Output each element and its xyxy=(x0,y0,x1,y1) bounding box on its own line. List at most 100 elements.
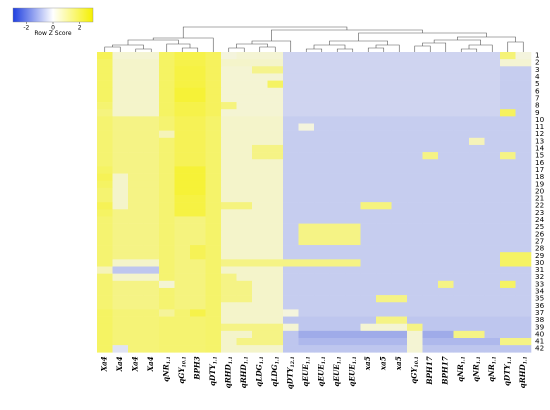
heatmap-cell xyxy=(143,137,160,146)
heatmap-cell xyxy=(329,66,346,74)
heatmap-cell xyxy=(422,152,439,160)
heatmap-cell xyxy=(453,94,470,103)
heatmap-cell xyxy=(376,245,392,253)
heatmap-cell xyxy=(221,287,237,296)
heatmap-cell xyxy=(469,180,485,189)
heatmap-cell xyxy=(143,187,160,196)
heatmap-cell xyxy=(314,130,330,139)
heatmap-cell xyxy=(345,173,361,181)
heatmap-cell xyxy=(112,309,129,317)
color-key-gradient-bar xyxy=(12,7,94,23)
heatmap-cell xyxy=(360,330,377,339)
heatmap-cell xyxy=(252,87,268,96)
heatmap-cell xyxy=(438,109,454,117)
heatmap-cell xyxy=(221,152,237,160)
heatmap-cell xyxy=(453,316,470,324)
heatmap-cell xyxy=(143,237,160,246)
heatmap-cell xyxy=(205,109,222,117)
heatmap-cell xyxy=(298,52,315,60)
heatmap-cell xyxy=(143,59,160,67)
heatmap-cell xyxy=(376,180,392,189)
heatmap-cell xyxy=(267,295,284,303)
heatmap-cell xyxy=(314,230,330,239)
heatmap-cell xyxy=(267,52,284,60)
heatmap-cell xyxy=(422,202,439,210)
heatmap-cell xyxy=(174,309,191,317)
heatmap-cell xyxy=(500,338,516,346)
heatmap-cell xyxy=(500,223,516,232)
heatmap-cell xyxy=(298,73,315,81)
heatmap-cell xyxy=(221,345,237,353)
heatmap-cell xyxy=(360,216,377,224)
heatmap-cell xyxy=(221,87,237,96)
heatmap-cell xyxy=(174,316,191,324)
heatmap-cell xyxy=(205,338,222,346)
heatmap-cell xyxy=(97,295,113,303)
heatmap-cell xyxy=(190,109,206,117)
row-label: 24 xyxy=(535,215,545,224)
heatmap-cell xyxy=(128,195,144,203)
row-label: 17 xyxy=(535,165,544,174)
heatmap-cell xyxy=(407,259,423,267)
heatmap-cell xyxy=(298,173,315,181)
dendrogram-branch xyxy=(228,47,245,52)
heatmap-cell xyxy=(190,166,206,174)
heatmap-cell xyxy=(438,266,454,274)
heatmap-cell xyxy=(314,109,330,117)
heatmap-cell xyxy=(174,159,191,167)
dendrogram-branch xyxy=(375,44,400,52)
heatmap-cell xyxy=(112,259,129,267)
heatmap-cell xyxy=(438,252,454,260)
heatmap-cell xyxy=(422,273,439,282)
heatmap-cell xyxy=(314,287,330,296)
row-label: 38 xyxy=(535,315,545,324)
heatmap-cell xyxy=(252,187,268,196)
column-label: qEUE1.1 xyxy=(301,356,312,386)
heatmap-cell xyxy=(360,130,377,139)
color-key-tick-label: -2 xyxy=(23,25,29,32)
heatmap-cell xyxy=(143,252,160,260)
heatmap-cell xyxy=(376,223,392,232)
heatmap-cell xyxy=(391,273,408,282)
heatmap-cell xyxy=(143,66,160,74)
heatmap-cell xyxy=(190,130,206,139)
column-label: qLDG1.1 xyxy=(270,356,281,386)
heatmap-cell xyxy=(515,230,532,239)
heatmap-cell xyxy=(438,259,454,267)
row-label: 11 xyxy=(535,122,544,131)
heatmap-cell xyxy=(407,302,423,310)
heatmap-cell xyxy=(205,216,222,224)
heatmap-cell xyxy=(453,180,470,189)
row-label: 16 xyxy=(535,158,545,167)
column-label: qLDG1.1 xyxy=(255,356,266,386)
heatmap-cell xyxy=(143,259,160,267)
heatmap-cell xyxy=(500,345,516,353)
row-label: 35 xyxy=(535,294,544,303)
color-key-tick-label: 0 xyxy=(51,25,55,32)
heatmap-cell xyxy=(128,330,144,339)
row-label: 8 xyxy=(535,101,540,110)
heatmap-cell xyxy=(515,180,532,189)
column-label: qNR1.1 xyxy=(487,356,498,382)
heatmap-cell xyxy=(329,173,346,181)
heatmap-cell xyxy=(453,152,470,160)
heatmap-cell xyxy=(128,280,144,289)
heatmap-cell xyxy=(484,338,501,346)
heatmap-cell xyxy=(190,259,206,267)
heatmap-cell xyxy=(236,66,253,74)
heatmap-cell xyxy=(407,130,423,139)
heatmap-cell xyxy=(407,230,423,239)
heatmap-cell xyxy=(469,202,485,210)
heatmap-cell xyxy=(159,59,175,67)
column-label: qDTY1.1 xyxy=(208,356,219,386)
heatmap-cell xyxy=(391,202,408,210)
heatmap-cell xyxy=(128,123,144,131)
dendrogram-branch xyxy=(414,45,431,52)
heatmap-cell xyxy=(283,73,299,81)
column-label: BPH17 xyxy=(425,356,434,385)
heatmap-cell xyxy=(422,302,439,310)
heatmap-cell xyxy=(469,80,485,89)
heatmap-cell xyxy=(376,316,392,324)
heatmap-cell xyxy=(407,295,423,303)
heatmap-cell xyxy=(236,345,253,353)
